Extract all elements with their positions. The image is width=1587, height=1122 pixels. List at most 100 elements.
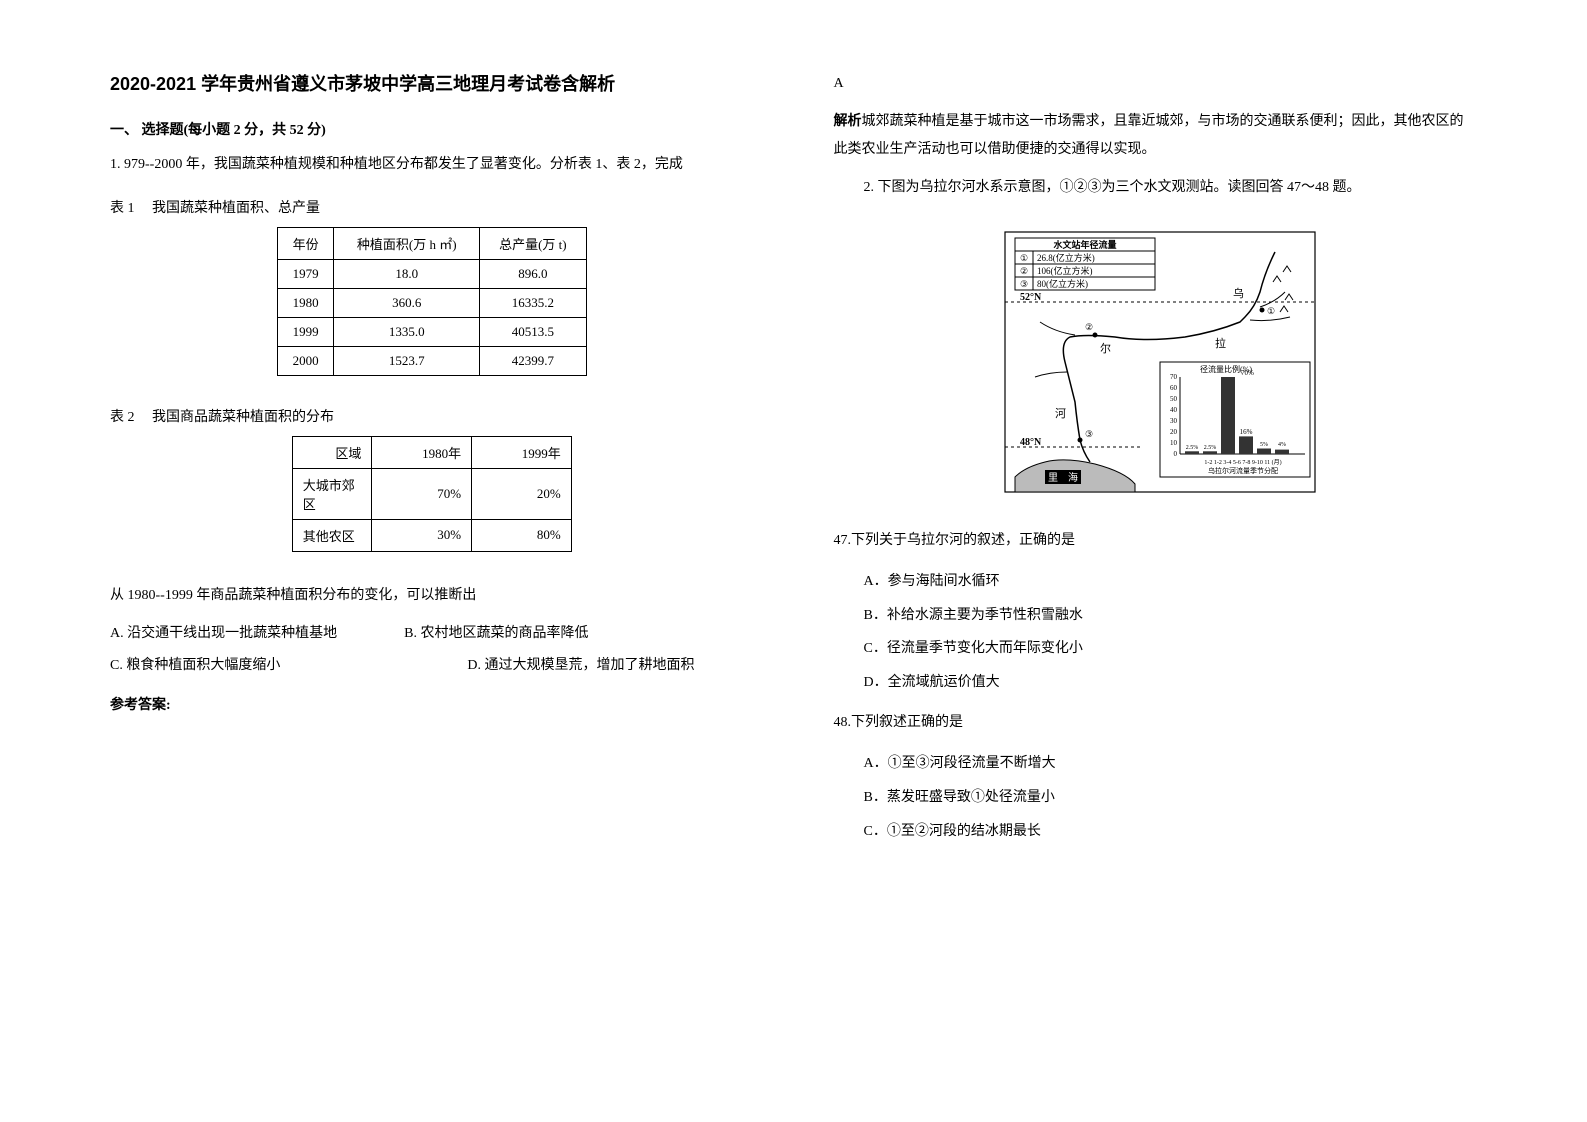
th: 1980年 bbox=[372, 436, 472, 468]
svg-text:70: 70 bbox=[1170, 373, 1178, 381]
answer-label: 参考答案: bbox=[110, 694, 754, 714]
left-column: 2020-2021 学年贵州省遵义市茅坡中学高三地理月考试卷含解析 一、 选择题… bbox=[90, 70, 794, 1082]
q1-options-row1: A. 沿交通干线出现一批蔬菜种植基地 B. 农村地区蔬菜的商品率降低 bbox=[110, 620, 754, 648]
table-row: 其他农区 30% 80% bbox=[292, 519, 571, 551]
river-map-icon: 水文站年径流量 ① 26.8(亿立方米) ② 106(亿立方米) ③ 80(亿立… bbox=[985, 222, 1325, 502]
q48-b: B．蒸发旺盛导致①处径流量小 bbox=[864, 781, 1478, 815]
table-row: 大城市郊区 70% 20% bbox=[292, 468, 571, 519]
td: 1523.7 bbox=[334, 346, 480, 375]
bar-label-2: 70% bbox=[1241, 369, 1254, 377]
q47-c: C．径流量季节变化大而年际变化小 bbox=[864, 632, 1478, 666]
table1-caption: 表 1 我国蔬菜种植面积、总产量 bbox=[110, 197, 754, 217]
bar-label-5: 4% bbox=[1278, 442, 1286, 448]
svg-text:30: 30 bbox=[1170, 417, 1178, 425]
section-heading: 一、 选择题(每小题 2 分，共 52 分) bbox=[110, 119, 754, 139]
td: 1979 bbox=[277, 259, 334, 288]
q2-stem: 2. 下图为乌拉尔河水系示意图，①②③为三个水文观测站。读图回答 47～48 题… bbox=[834, 174, 1478, 202]
q48-a: A．①至③河段径流量不断增大 bbox=[864, 747, 1478, 781]
legend-num-3: ③ bbox=[1020, 279, 1028, 289]
legend-title: 水文站年径流量 bbox=[1054, 239, 1117, 250]
td: 2000 bbox=[277, 346, 334, 375]
q48-c: C．①至②河段的结冰期最长 bbox=[864, 815, 1478, 849]
q1-opt-d: D. 通过大规模垦荒，增加了耕地面积 bbox=[467, 658, 694, 673]
legend-num-2: ② bbox=[1020, 266, 1028, 276]
bar-label-3: 16% bbox=[1240, 428, 1253, 436]
th: 1999年 bbox=[472, 436, 572, 468]
svg-text:60: 60 bbox=[1170, 384, 1178, 392]
station-1: ① bbox=[1267, 306, 1275, 316]
q1-opt-c: C. 粮食种植面积大幅度缩小 bbox=[110, 658, 280, 673]
table2: 区域 1980年 1999年 大城市郊区 70% 20% 其他农区 30% 80… bbox=[292, 436, 572, 552]
td: 896.0 bbox=[479, 259, 586, 288]
td: 其他农区 bbox=[292, 519, 372, 551]
lat-48: 48°N bbox=[1020, 437, 1042, 448]
map-figure-wrap: 水文站年径流量 ① 26.8(亿立方米) ② 106(亿立方米) ③ 80(亿立… bbox=[834, 222, 1478, 507]
td: 360.6 bbox=[334, 288, 480, 317]
q1-opt-b: B. 农村地区蔬菜的商品率降低 bbox=[404, 626, 588, 641]
svg-text:0: 0 bbox=[1174, 450, 1178, 458]
bar-caption: 乌拉尔河流量季节分配 bbox=[1208, 466, 1278, 475]
right-column: A 解析城郊蔬菜种植是基于城市这一市场需求，且靠近城郊，与市场的交通联系便利；因… bbox=[794, 70, 1498, 1082]
td: 30% bbox=[372, 519, 472, 551]
q1-stem: 1. 979--2000 年，我国蔬菜种植规模和种植地区分布都发生了显著变化。分… bbox=[110, 151, 754, 179]
legend-val-2: 106(亿立方米) bbox=[1037, 265, 1093, 276]
q47-options: A．参与海陆间水循环 B．补给水源主要为季节性积雪融水 C．径流量季节变化大而年… bbox=[834, 565, 1478, 699]
station-2: ② bbox=[1085, 322, 1093, 332]
th: 总产量(万 t) bbox=[479, 227, 586, 259]
td: 40513.5 bbox=[479, 317, 586, 346]
td: 42399.7 bbox=[479, 346, 586, 375]
table1: 年份 种植面积(万 h ㎡) 总产量(万 t) 1979 18.0 896.0 … bbox=[277, 227, 587, 376]
river-char-2: 拉 bbox=[1215, 336, 1226, 350]
table-row: 2000 1523.7 42399.7 bbox=[277, 346, 586, 375]
td: 1999 bbox=[277, 317, 334, 346]
bar-label-0: 2.5% bbox=[1186, 445, 1199, 451]
td: 16335.2 bbox=[479, 288, 586, 317]
lat-52: 52°N bbox=[1020, 292, 1042, 303]
station-3: ③ bbox=[1085, 429, 1093, 439]
legend-val-1: 26.8(亿立方米) bbox=[1037, 252, 1095, 263]
q1-answer: A bbox=[834, 70, 1478, 98]
svg-text:50: 50 bbox=[1170, 395, 1178, 403]
legend-val-3: 80(亿立方米) bbox=[1037, 278, 1088, 289]
th: 种植面积(万 h ㎡) bbox=[334, 227, 480, 259]
q48-options: A．①至③河段径流量不断增大 B．蒸发旺盛导致①处径流量小 C．①至②河段的结冰… bbox=[834, 747, 1478, 848]
table-row: 年份 种植面积(万 h ㎡) 总产量(万 t) bbox=[277, 227, 586, 259]
legend-num-1: ① bbox=[1020, 253, 1028, 263]
table-row: 1979 18.0 896.0 bbox=[277, 259, 586, 288]
q1-options-row2: C. 粮食种植面积大幅度缩小 D. 通过大规模垦荒，增加了耕地面积 bbox=[110, 652, 754, 680]
analysis-label: 解析 bbox=[834, 114, 862, 129]
sea-label: 里 海 bbox=[1048, 471, 1078, 484]
q47-d: D．全流域航运价值大 bbox=[864, 666, 1478, 700]
analysis-text: 城郊蔬菜种植是基于城市这一市场需求，且靠近城郊，与市场的交通联系便利；因此，其他… bbox=[834, 114, 1464, 157]
bar-x-labels: 1-2 1-2 3-4 5-6 7-8 9-10 11 (月) bbox=[1205, 459, 1282, 466]
q1-opt-a: A. 沿交通干线出现一批蔬菜种植基地 bbox=[110, 626, 337, 641]
table-row: 1980 360.6 16335.2 bbox=[277, 288, 586, 317]
th: 年份 bbox=[277, 227, 334, 259]
q47-a: A．参与海陆间水循环 bbox=[864, 565, 1478, 599]
td: 70% bbox=[372, 468, 472, 519]
river-char-1: 乌 bbox=[1233, 286, 1244, 300]
bar-label-4: 5% bbox=[1260, 442, 1268, 448]
q47-stem: 47.下列关于乌拉尔河的叙述，正确的是 bbox=[834, 527, 1478, 555]
table-row: 区域 1980年 1999年 bbox=[292, 436, 571, 468]
river-char-3: 尔 bbox=[1100, 342, 1111, 355]
bar-label-1: 2.5% bbox=[1204, 445, 1217, 451]
svg-text:20: 20 bbox=[1170, 428, 1178, 436]
td: 1980 bbox=[277, 288, 334, 317]
svg-text:10: 10 bbox=[1170, 439, 1178, 447]
river-char-4: 河 bbox=[1055, 407, 1066, 420]
q1-sub-stem: 从 1980--1999 年商品蔬菜种植面积分布的变化，可以推断出 bbox=[110, 582, 754, 610]
svg-text:40: 40 bbox=[1170, 406, 1178, 414]
td: 20% bbox=[472, 468, 572, 519]
th: 区域 bbox=[292, 436, 372, 468]
q48-stem: 48.下列叙述正确的是 bbox=[834, 709, 1478, 737]
td: 大城市郊区 bbox=[292, 468, 372, 519]
td: 18.0 bbox=[334, 259, 480, 288]
td: 1335.0 bbox=[334, 317, 480, 346]
exam-title: 2020-2021 学年贵州省遵义市茅坡中学高三地理月考试卷含解析 bbox=[110, 70, 754, 99]
td: 80% bbox=[472, 519, 572, 551]
table-row: 1999 1335.0 40513.5 bbox=[277, 317, 586, 346]
q1-analysis: 解析城郊蔬菜种植是基于城市这一市场需求，且靠近城郊，与市场的交通联系便利；因此，… bbox=[834, 108, 1478, 164]
q47-b: B．补给水源主要为季节性积雪融水 bbox=[864, 599, 1478, 633]
table2-caption: 表 2 我国商品蔬菜种植面积的分布 bbox=[110, 406, 754, 426]
